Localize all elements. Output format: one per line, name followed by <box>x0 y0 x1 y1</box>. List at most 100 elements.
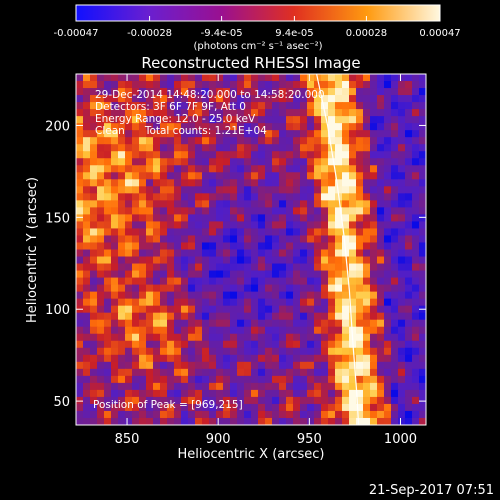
heatmap-cell <box>223 389 231 398</box>
heatmap-cell <box>328 263 336 272</box>
heatmap-cell <box>132 284 140 293</box>
heatmap-cell <box>251 123 259 131</box>
heatmap-cell <box>167 214 175 223</box>
heatmap-cell <box>237 95 245 103</box>
heatmap-cell <box>342 144 350 152</box>
heatmap-cell <box>363 158 371 166</box>
heatmap-cell <box>419 235 426 244</box>
heatmap-cell <box>244 200 252 208</box>
heatmap-cell <box>125 396 133 405</box>
heatmap-cell <box>244 298 252 307</box>
heatmap-cell <box>328 200 336 208</box>
heatmap-cell <box>349 312 357 321</box>
heatmap-cell <box>195 319 203 328</box>
heatmap-cell <box>174 389 182 398</box>
heatmap-cell <box>321 256 329 265</box>
heatmap-cell <box>223 263 231 272</box>
heatmap-cell <box>363 165 371 173</box>
heatmap-cell <box>349 305 357 314</box>
heatmap-cell <box>377 242 385 251</box>
heatmap-cell <box>76 284 84 293</box>
heatmap-cell <box>293 354 301 363</box>
heatmap-cell <box>181 389 189 398</box>
heatmap-cell <box>174 354 182 363</box>
heatmap-cell <box>377 270 385 279</box>
heatmap-cell <box>391 382 399 391</box>
heatmap-cell <box>216 221 224 230</box>
heatmap-cell <box>146 81 154 89</box>
heatmap-cell <box>174 200 182 208</box>
heatmap-cell <box>342 207 350 215</box>
heatmap-cell <box>363 200 371 208</box>
heatmap-cell <box>384 284 392 293</box>
heatmap-cell <box>104 319 112 328</box>
heatmap-cell <box>111 277 119 286</box>
heatmap-cell <box>174 263 182 272</box>
heatmap-cell <box>370 179 378 187</box>
heatmap-cell <box>76 375 84 384</box>
heatmap-cell <box>209 130 217 138</box>
heatmap-cell <box>265 396 273 405</box>
heatmap-cell <box>300 200 308 208</box>
heatmap-cell <box>356 179 364 187</box>
heatmap-cell <box>153 137 161 145</box>
heatmap-cell <box>300 256 308 265</box>
heatmap-cell <box>237 284 245 293</box>
heatmap-cell <box>398 417 406 425</box>
heatmap-cell <box>258 228 266 237</box>
heatmap-cell <box>398 403 406 412</box>
heatmap-cell <box>223 130 231 138</box>
heatmap-cell <box>335 235 343 244</box>
heatmap-cell <box>125 375 133 384</box>
heatmap-cell <box>405 277 413 286</box>
heatmap-cell <box>335 137 343 145</box>
heatmap-cell <box>167 123 175 131</box>
heatmap-cell <box>342 172 350 180</box>
heatmap-cell <box>272 130 280 138</box>
heatmap-cell <box>174 284 182 293</box>
heatmap-cell <box>391 305 399 314</box>
heatmap-cell <box>202 256 210 265</box>
heatmap-cell <box>251 74 259 82</box>
heatmap-cell <box>286 123 294 131</box>
heatmap-cell <box>419 172 426 180</box>
heatmap-cell <box>356 81 364 89</box>
heatmap-cell <box>153 354 161 363</box>
heatmap-cell <box>293 74 301 82</box>
heatmap-cell <box>258 298 266 307</box>
heatmap-cell <box>167 228 175 237</box>
heatmap-cell <box>111 221 119 230</box>
heatmap-cell <box>209 368 217 377</box>
heatmap-cell <box>265 186 273 194</box>
heatmap-cell <box>412 410 420 419</box>
heatmap-cell <box>419 214 426 223</box>
heatmap-cell <box>146 235 154 244</box>
heatmap-cell <box>111 102 119 110</box>
heatmap-cell <box>349 137 357 145</box>
heatmap-cell <box>118 340 126 349</box>
heatmap-cell <box>244 207 252 215</box>
heatmap-cell <box>405 102 413 110</box>
heatmap-cell <box>321 81 329 89</box>
heatmap-cell <box>104 270 112 279</box>
heatmap-cell <box>405 340 413 349</box>
heatmap-cell <box>195 179 203 187</box>
heatmap-cell <box>139 235 147 244</box>
heatmap-cell <box>139 228 147 237</box>
heatmap-cell <box>293 256 301 265</box>
heatmap-cell <box>146 193 154 201</box>
heatmap-cell <box>223 326 231 335</box>
heatmap-cell <box>293 417 301 425</box>
heatmap-cell <box>335 214 343 223</box>
heatmap-cell <box>153 291 161 300</box>
heatmap-cell <box>90 284 98 293</box>
heatmap-cell <box>412 417 420 425</box>
heatmap-cell <box>153 270 161 279</box>
heatmap-cell <box>76 193 84 201</box>
heatmap-cell <box>279 326 287 335</box>
heatmap-cell <box>328 333 336 342</box>
heatmap-cell <box>111 249 119 258</box>
heatmap-cell <box>76 95 84 103</box>
heatmap-cell <box>195 172 203 180</box>
heatmap-cell <box>181 144 189 152</box>
